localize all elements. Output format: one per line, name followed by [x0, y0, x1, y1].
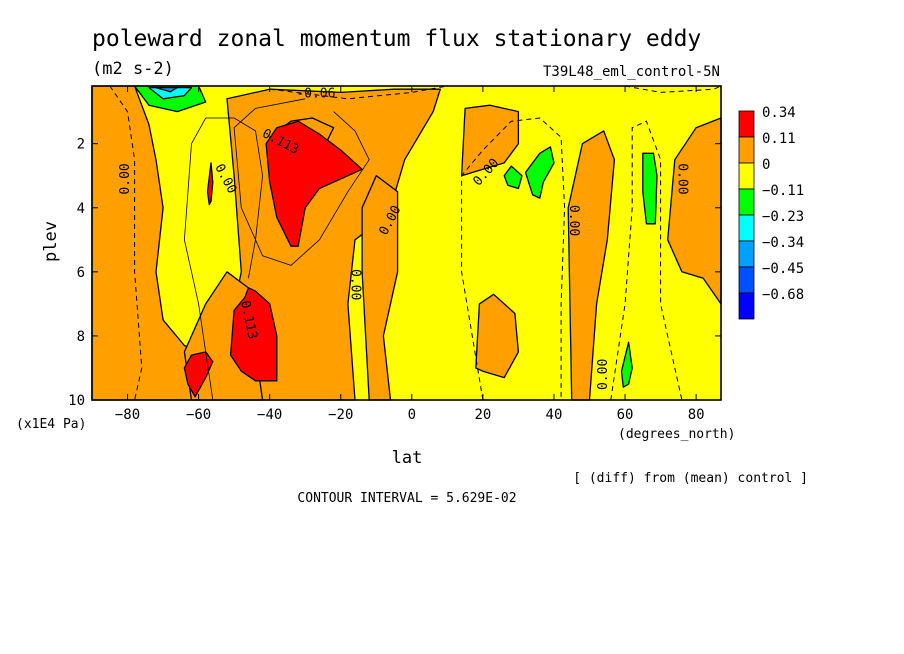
y-tick-label: 2 — [77, 137, 85, 153]
legend-label: −0.11 — [762, 183, 804, 199]
contour-region-16 — [524, 146, 555, 199]
contour-region-4 — [567, 130, 616, 401]
x-axis-units: (degrees_north) — [618, 427, 735, 442]
legend-swatch — [738, 136, 755, 164]
contour-label-10: -0.06 — [296, 87, 335, 102]
legend-swatch — [738, 162, 755, 190]
legend-label: −0.45 — [762, 261, 804, 277]
x-tick-label: 0 — [408, 407, 416, 423]
y-axis-units: (x1E4 Pa) — [16, 417, 86, 432]
x-tick-label: −60 — [186, 407, 211, 423]
legend-swatch — [738, 214, 755, 242]
x-axis-label: lat — [392, 448, 423, 468]
contour-region-2 — [361, 175, 399, 401]
y-tick-label: 4 — [77, 201, 85, 217]
contour-region-5 — [667, 117, 722, 305]
plot-frame — [91, 85, 722, 401]
legend-label: 0 — [762, 157, 770, 173]
contour-region-14 — [155, 86, 178, 93]
contour-line-6 — [233, 98, 370, 266]
contour-label-6: 0.00 — [566, 205, 581, 236]
legend-swatch — [738, 292, 755, 320]
contour-line-2 — [610, 120, 683, 401]
legend-label: −0.34 — [762, 235, 804, 251]
contour-line-5 — [183, 117, 264, 401]
x-tick-label: −20 — [328, 407, 353, 423]
chart-title: poleward zonal momentum flux stationary … — [92, 26, 701, 52]
contour-region-10 — [183, 351, 214, 398]
y-axis-label: plev — [41, 221, 61, 262]
contour-region-11 — [206, 162, 214, 206]
x-tick-label: −80 — [115, 407, 140, 423]
contour-label-0: 0.00 — [118, 163, 133, 194]
contour-line-3 — [269, 85, 448, 100]
legend-label: −0.23 — [762, 209, 804, 225]
source-note: [ (diff) from (mean) control ] — [573, 471, 808, 486]
dataset-label: T39L48_eml_control-5N — [543, 64, 720, 80]
legend-label: −0.68 — [762, 287, 804, 303]
legend-label: 0.11 — [762, 131, 796, 147]
legend: 0.34 0.11 0 −0.11 −0.23 −0.34 −0.45 −0.68 — [738, 105, 804, 320]
legend-swatch — [738, 110, 755, 138]
x-tick-label: −40 — [257, 407, 282, 423]
y-tick-label: 6 — [77, 265, 85, 281]
legend-swatch — [738, 240, 755, 268]
contour-line-4 — [625, 85, 722, 93]
contour-label-8: 0.00 — [596, 359, 611, 390]
y-tick-label: 10 — [68, 393, 85, 409]
contour-line-0 — [109, 85, 143, 401]
x-tick-label: 60 — [617, 407, 634, 423]
contour-region-15 — [503, 165, 523, 190]
contour-region-6 — [475, 293, 520, 379]
contour-region-17 — [642, 152, 658, 225]
legend-swatch — [738, 188, 755, 216]
legend-label: 0.34 — [762, 105, 796, 121]
x-tick-label: 40 — [546, 407, 563, 423]
contour-region-3 — [460, 104, 520, 177]
plot-area: 0.000.1130.000.000.000.000.000.000.000.1… — [91, 85, 722, 401]
chart-units: (m2 s-2) — [92, 59, 174, 79]
contour-label-3: 0.00 — [347, 269, 362, 300]
contour-region-8 — [265, 120, 363, 247]
y-tick-label: 8 — [77, 329, 85, 345]
contour-region-18 — [620, 341, 633, 388]
contour-region-9 — [229, 287, 278, 382]
x-tick-label: 20 — [474, 407, 491, 423]
legend-swatch — [738, 266, 755, 294]
contour-label-7: 0.00 — [674, 163, 689, 194]
contour-interval: CONTOUR INTERVAL = 5.629E-02 — [297, 491, 516, 506]
x-tick-label: 80 — [688, 407, 705, 423]
